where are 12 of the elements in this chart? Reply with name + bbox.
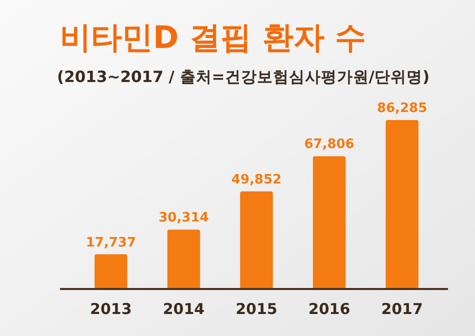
chart-subtitle: (2013~2017 / 출처=건강보험심사평가원/단위명): [57, 68, 430, 86]
x-tick-label: 2013: [90, 300, 132, 318]
x-tick-label: 2017: [381, 300, 423, 318]
x-tick-label: 2016: [308, 300, 350, 318]
chart-title: 비타민D 결핍 환자 수: [60, 20, 366, 56]
data-label: 30,314: [158, 210, 209, 226]
data-label: 17,737: [86, 235, 136, 250]
data-label: 67,806: [304, 137, 354, 152]
x-tick-label: 2014: [162, 300, 205, 318]
x-tick-label: 2015: [236, 300, 278, 318]
data-label: 49,852: [231, 172, 282, 188]
data-label: 86,285: [376, 101, 428, 116]
